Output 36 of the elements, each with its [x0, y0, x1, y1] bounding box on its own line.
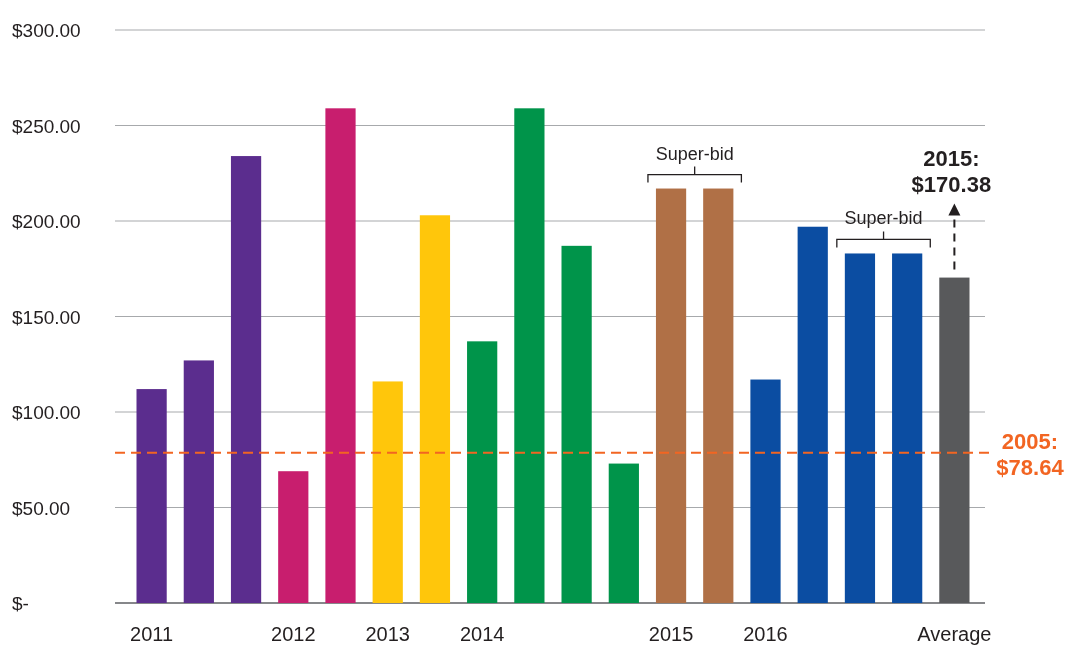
x-tick-label: 2013	[365, 623, 410, 645]
bar	[844, 253, 876, 603]
x-tick-label: Average	[917, 623, 992, 645]
bar	[514, 108, 545, 603]
bar	[325, 108, 356, 603]
bar	[230, 156, 262, 603]
x-tick-label: 2011	[130, 623, 174, 645]
bar	[278, 471, 309, 603]
bar	[561, 245, 592, 603]
x-tick-label: 2012	[271, 623, 316, 645]
bar	[655, 188, 687, 603]
bar	[608, 463, 639, 603]
bar	[419, 215, 451, 603]
y-tick-label: $300.00	[12, 20, 81, 41]
y-tick-label: $-	[12, 593, 29, 614]
bar	[183, 360, 214, 603]
bar	[467, 341, 498, 603]
x-tick-label: 2014	[459, 623, 505, 645]
bar	[750, 379, 781, 603]
y-tick-label: $50.00	[12, 497, 71, 519]
y-tick-label: $100.00	[12, 402, 81, 423]
bar	[372, 381, 403, 603]
bar	[797, 226, 828, 603]
x-tick-label: 2015	[648, 623, 694, 645]
x-tick-label: 2016	[743, 623, 788, 645]
annotation: 2015: $170.38	[911, 145, 992, 197]
bar	[939, 277, 970, 603]
annotation: Super-bid	[844, 208, 923, 229]
y-tick-label: $150.00	[12, 306, 81, 328]
bar	[892, 253, 923, 603]
bar	[703, 188, 734, 603]
annotation: Super-bid	[655, 143, 734, 164]
y-tick-label: $250.00	[12, 115, 81, 137]
y-tick-label: $200.00	[12, 211, 81, 232]
ref-line-label: 2005: $78.64	[996, 428, 1065, 480]
bar	[136, 389, 167, 603]
